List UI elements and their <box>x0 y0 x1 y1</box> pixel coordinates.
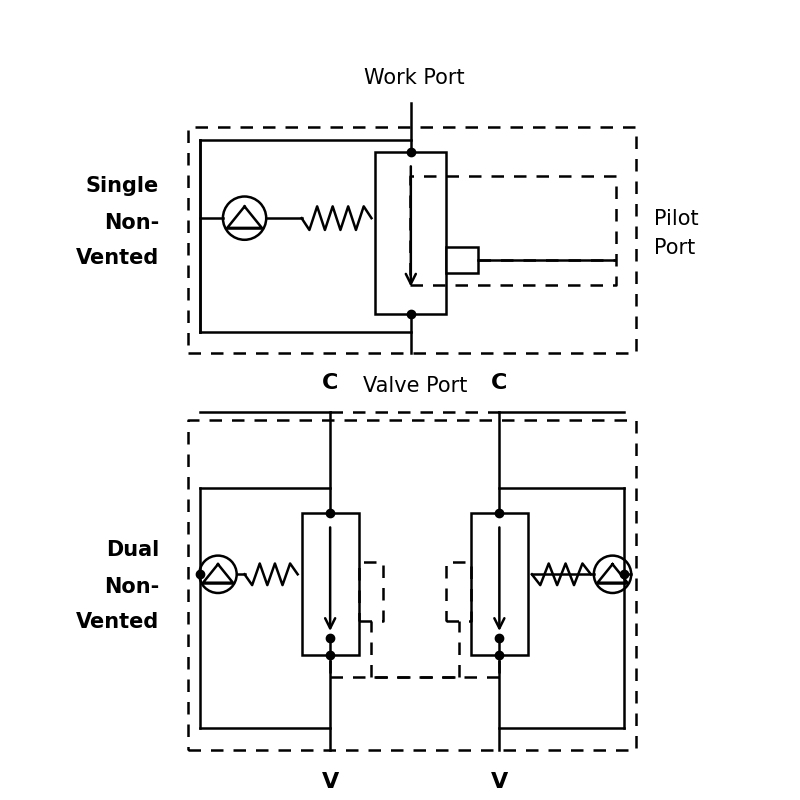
Text: Work Port: Work Port <box>365 68 465 88</box>
Text: Vented: Vented <box>76 612 159 632</box>
Text: Non-: Non- <box>104 213 159 233</box>
Bar <box>446 247 478 273</box>
Text: Valve Port: Valve Port <box>362 376 467 396</box>
Text: Pilot: Pilot <box>654 209 698 229</box>
Text: Single: Single <box>86 176 159 196</box>
Text: Port: Port <box>654 238 695 258</box>
Text: Dual: Dual <box>106 540 159 560</box>
Text: V: V <box>322 771 338 791</box>
Text: Non-: Non- <box>104 577 159 597</box>
Text: V: V <box>490 771 508 791</box>
Bar <box>375 152 446 314</box>
Text: C: C <box>491 373 507 393</box>
Bar <box>471 513 528 655</box>
Text: Vented: Vented <box>76 248 159 268</box>
Text: C: C <box>322 373 338 393</box>
Bar <box>302 513 358 655</box>
